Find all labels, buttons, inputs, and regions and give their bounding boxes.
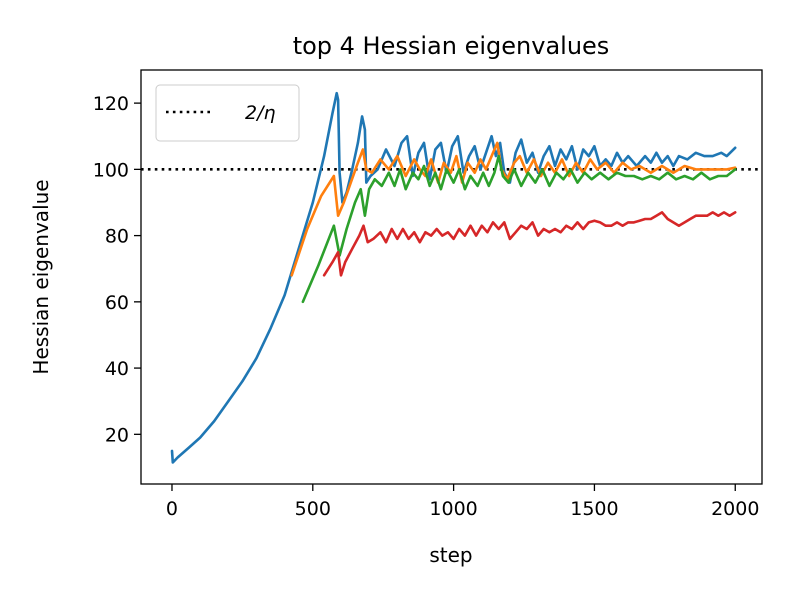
x-tick-label: 1500 xyxy=(570,498,618,520)
series-line-2 xyxy=(290,141,737,277)
series-line-3 xyxy=(301,154,737,304)
plot-frame xyxy=(140,69,763,485)
y-tick-label: 60 xyxy=(105,292,129,314)
x-axis-label: step xyxy=(429,543,472,567)
x-tick-label: 500 xyxy=(295,498,331,520)
x-axis: 0 500 1000 1500 2000 xyxy=(166,484,759,520)
x-tick-label: 1000 xyxy=(429,498,477,520)
legend: 2/η xyxy=(155,84,300,142)
y-tick-label: 80 xyxy=(105,226,129,248)
legend-box xyxy=(155,84,300,142)
series-line-4 xyxy=(322,211,737,277)
series-line-1 xyxy=(170,91,737,464)
x-tick-label: 0 xyxy=(166,498,178,520)
chart-title: top 4 Hessian eigenvalues xyxy=(293,32,610,60)
y-axis: 20 40 60 80 100 120 xyxy=(93,93,141,446)
x-tick-label: 2000 xyxy=(711,498,759,520)
y-tick-label: 100 xyxy=(93,159,129,181)
series-layer xyxy=(170,91,737,464)
y-tick-label: 120 xyxy=(93,93,129,115)
y-tick-label: 40 xyxy=(105,358,129,380)
legend-label: 2/η xyxy=(245,102,276,124)
y-axis-label: Hessian eigenvalue xyxy=(29,179,53,374)
y-tick-label: 20 xyxy=(105,424,129,446)
